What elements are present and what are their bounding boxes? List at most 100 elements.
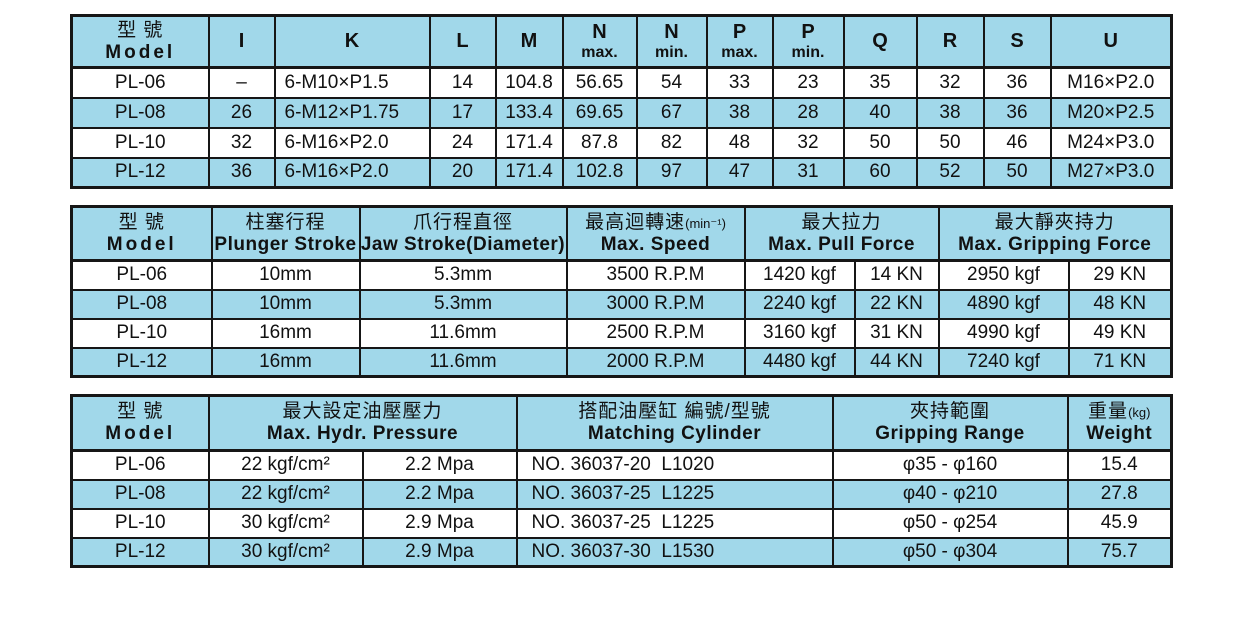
cell-i: – <box>207 66 276 99</box>
cell-n-min: 67 <box>635 96 708 129</box>
cell-r: 52 <box>915 156 985 189</box>
model-label-zh: 型 號 <box>118 211 165 233</box>
t2-header-pull-force: 最大拉力 Max. Pull Force <box>743 205 940 262</box>
table-row: PL-10 16mm 11.6mm 2500 R.P.M 3160 kgf 31… <box>70 317 1173 349</box>
cell-pull-kgf: 3160 kgf <box>743 317 856 349</box>
cell-i: 36 <box>207 156 276 189</box>
cell-m: 133.4 <box>494 96 564 129</box>
jaw-label-zh: 爪行程直徑 <box>412 211 513 233</box>
range-label-zh: 夾持範圍 <box>909 401 990 423</box>
cell-k: 6-M16×P2.0 <box>273 126 431 159</box>
cell-model: PL-06 <box>70 449 210 481</box>
cell-n-min: 97 <box>635 156 708 189</box>
cell-l: 24 <box>428 126 497 159</box>
cell-pressure-kgf: 22 kgf/cm² <box>207 478 364 510</box>
table-header-row: 型 號 Model 柱塞行程 Plunger Stroke 爪行程直徑 Jaw … <box>70 205 1173 262</box>
t1-header-p-max: P max. <box>705 14 774 69</box>
cell-model: PL-06 <box>70 66 210 99</box>
t1-header-u: U <box>1049 14 1173 69</box>
cell-l: 20 <box>428 156 497 189</box>
table-row: PL-08 22 kgf/cm² 2.2 Mpa NO. 36037-25 L1… <box>70 478 1173 510</box>
cell-n-max: 56.65 <box>561 66 638 99</box>
cell-weight: 15.4 <box>1066 449 1173 481</box>
table-row: PL-08 26 6-M12×P1.75 17 133.4 69.65 67 3… <box>70 96 1173 129</box>
n-label: N <box>592 20 607 43</box>
cell-pull-kgf: 4480 kgf <box>743 346 856 378</box>
cell-grip-kgf: 4990 kgf <box>937 317 1070 349</box>
cell-k: 6-M10×P1.5 <box>273 66 431 99</box>
cell-pressure-mpa: 2.9 Mpa <box>361 536 518 568</box>
cell-l: 17 <box>428 96 497 129</box>
table-header-row: 型 號 Model I K L M N max. N min. P max. <box>70 14 1173 69</box>
cell-u: M27×P3.0 <box>1049 156 1173 189</box>
table-row: PL-10 32 6-M16×P2.0 24 171.4 87.8 82 48 … <box>70 126 1173 159</box>
cell-n-min: 82 <box>635 126 708 159</box>
cell-q: 35 <box>842 66 918 99</box>
cell-p-min: 28 <box>771 96 845 129</box>
t1-header-q: Q <box>842 14 918 69</box>
cell-max-speed: 3500 R.P.M <box>565 259 746 291</box>
table-row: PL-08 10mm 5.3mm 3000 R.P.M 2240 kgf 22 … <box>70 288 1173 320</box>
t3-header-gripping-range: 夾持範圍 Gripping Range <box>831 394 1069 452</box>
cell-matching-cylinder: NO. 36037-20 L1020 <box>515 449 834 481</box>
cylinder-label-zh: 搭配油壓缸 編號/型號 <box>578 401 771 423</box>
cell-model: PL-10 <box>70 317 213 349</box>
cell-p-min: 31 <box>771 156 845 189</box>
cell-s: 36 <box>982 66 1052 99</box>
pressure-label-zh: 最大設定油壓壓力 <box>282 401 443 423</box>
t1-header-l: L <box>428 14 497 69</box>
cell-u: M16×P2.0 <box>1049 66 1173 99</box>
model-label-en: Model <box>105 41 176 63</box>
cell-grip-kn: 71 KN <box>1067 346 1173 378</box>
max-label: max. <box>721 43 758 61</box>
t2-header-gripping-force: 最大靜夾持力 Max. Gripping Force <box>937 205 1173 262</box>
t1-header-n-min: N min. <box>635 14 708 69</box>
cell-pull-kn: 44 KN <box>853 346 940 378</box>
cell-p-min: 23 <box>771 66 845 99</box>
cell-pull-kn: 31 KN <box>853 317 940 349</box>
table-header-row: 型 號 Model 最大設定油壓壓力 Max. Hydr. Pressure 搭… <box>70 394 1173 452</box>
cell-p-max: 33 <box>705 66 774 99</box>
weight-unit: (kg) <box>1128 405 1151 421</box>
cell-model: PL-08 <box>70 478 210 510</box>
pull-label-en: Max. Pull Force <box>768 233 915 255</box>
cell-n-max: 69.65 <box>561 96 638 129</box>
cell-jaw-stroke: 11.6mm <box>358 317 568 349</box>
cell-plunger-stroke: 10mm <box>210 288 361 320</box>
table-row: PL-06 – 6-M10×P1.5 14 104.8 56.65 54 33 … <box>70 66 1173 99</box>
t2-header-max-speed: 最高迴轉速(min⁻¹) Max. Speed <box>565 205 746 262</box>
cell-m: 171.4 <box>494 156 564 189</box>
cell-plunger-stroke: 10mm <box>210 259 361 291</box>
t1-header-s: S <box>982 14 1052 69</box>
hydraulic-table: 型 號 Model 最大設定油壓壓力 Max. Hydr. Pressure 搭… <box>70 394 1173 568</box>
pull-label-zh: 最大拉力 <box>801 211 882 233</box>
cell-gripping-range: φ50 - φ254 <box>831 507 1069 539</box>
cell-weight: 45.9 <box>1066 507 1173 539</box>
cell-grip-kgf: 2950 kgf <box>937 259 1070 291</box>
t1-header-p-min: P min. <box>771 14 845 69</box>
cell-weight: 27.8 <box>1066 478 1173 510</box>
weight-label-en: Weight <box>1086 423 1153 444</box>
t1-header-m: M <box>494 14 564 69</box>
table-row: PL-06 10mm 5.3mm 3500 R.P.M 1420 kgf 14 … <box>70 259 1173 291</box>
table-row: PL-10 30 kgf/cm² 2.9 Mpa NO. 36037-25 L1… <box>70 507 1173 539</box>
t3-header-matching-cylinder: 搭配油壓缸 編號/型號 Matching Cylinder <box>515 394 834 452</box>
performance-table: 型 號 Model 柱塞行程 Plunger Stroke 爪行程直徑 Jaw … <box>70 205 1174 378</box>
min-label: min. <box>655 43 688 61</box>
cell-q: 50 <box>842 126 918 159</box>
cell-pull-kgf: 2240 kgf <box>743 288 856 320</box>
cell-p-max: 38 <box>705 96 774 129</box>
cell-plunger-stroke: 16mm <box>210 317 361 349</box>
table-row: PL-12 30 kgf/cm² 2.9 Mpa NO. 36037-30 L1… <box>70 536 1173 568</box>
cylinder-label-en: Matching Cylinder <box>587 423 762 444</box>
model-label-zh: 型 號 <box>117 401 164 423</box>
cell-grip-kgf: 4890 kgf <box>937 288 1070 320</box>
t1-header-r: R <box>915 14 985 69</box>
cell-model: PL-12 <box>70 346 213 378</box>
jaw-label-en: Jaw Stroke(Diameter) <box>360 233 566 255</box>
cell-max-speed: 2500 R.P.M <box>565 317 746 349</box>
cell-s: 46 <box>982 126 1052 159</box>
model-label-en: Model <box>106 233 177 255</box>
cell-plunger-stroke: 16mm <box>210 346 361 378</box>
cell-pressure-mpa: 2.2 Mpa <box>361 449 518 481</box>
